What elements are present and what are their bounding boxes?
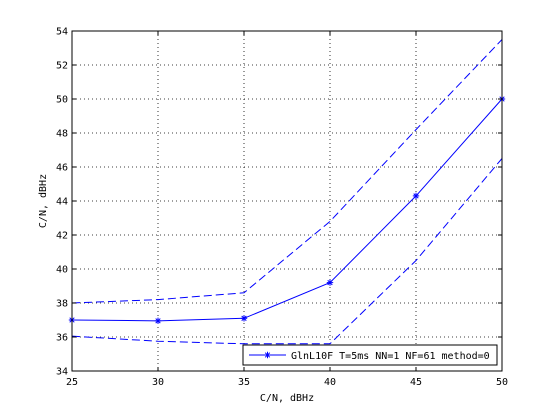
y-tick-label: 38 — [56, 299, 68, 310]
x-tick-label: 40 — [324, 377, 336, 388]
legend-label: GlnL10F T=5ms NN=1 NF=61 method=0 — [291, 351, 490, 362]
y-tick-label: 52 — [56, 61, 68, 72]
y-tick-label: 48 — [56, 129, 68, 140]
plot-area — [72, 31, 502, 371]
data-point — [326, 279, 334, 286]
marker-stroke — [264, 352, 271, 358]
marker-stroke — [413, 193, 419, 199]
ticks: 25 30 35 40 45 50 34 36 38 40 42 44 46 48 50 52 54 — [56, 27, 508, 389]
legend-marker — [264, 351, 271, 359]
y-tick-label: 50 — [56, 95, 68, 106]
data-point — [240, 315, 248, 322]
data-point — [154, 317, 162, 325]
x-tick-label: 35 — [238, 377, 250, 388]
y-tick-label: 40 — [56, 265, 68, 276]
series-line-upper — [71, 39, 503, 304]
y-axis-label: C/N, dBHz — [38, 174, 49, 228]
x-tick-label: 25 — [66, 377, 78, 388]
y-tick-label: 42 — [56, 231, 68, 242]
series-line-lower — [71, 158, 503, 345]
legend: GlnL10F T=5ms NN=1 NF=61 method=0 — [242, 344, 498, 366]
marker-stroke — [327, 279, 333, 286]
legend-marker-asterisk — [264, 351, 271, 359]
y-tick-label: 46 — [56, 163, 68, 174]
marker-stroke — [241, 315, 247, 321]
x-tick-label: 50 — [496, 377, 508, 388]
y-tick-label: 36 — [56, 333, 68, 344]
marker-stroke — [155, 318, 161, 324]
x-tick-label: 30 — [152, 377, 164, 388]
y-tick-label: 44 — [56, 197, 68, 208]
series-line-mean — [71, 98, 503, 322]
legend-box — [242, 344, 498, 366]
y-tick-label: 54 — [56, 27, 68, 38]
y-tick-label: 34 — [56, 367, 68, 378]
grid — [72, 31, 502, 371]
x-tick-label: 45 — [410, 377, 422, 388]
x-axis-label: C/N, dBHz — [260, 393, 314, 404]
series-layer — [68, 39, 506, 345]
data-point — [412, 192, 420, 200]
